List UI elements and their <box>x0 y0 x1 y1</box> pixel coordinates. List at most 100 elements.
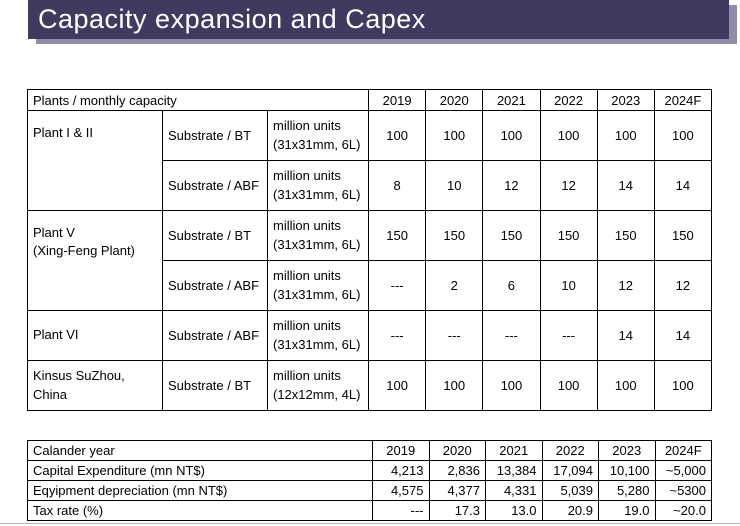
year-header-2020: 2020 <box>425 89 484 111</box>
value-cell: 100 <box>596 360 655 411</box>
unit-cell: million units (31x31mm, 6L) <box>266 260 370 311</box>
value-cell: 100 <box>425 360 484 411</box>
value-cell: 150 <box>653 210 713 261</box>
value-cell: 10 <box>425 160 484 211</box>
value-cell: 2 <box>425 260 484 311</box>
value-cell: 12 <box>482 160 541 211</box>
financial-value-cell: 13.0 <box>485 500 543 521</box>
capacity-row: Plant VI Substrate / ABF million units (… <box>27 310 713 361</box>
financial-value-cell: 5,039 <box>541 480 599 501</box>
fin-year-2020: 2020 <box>428 440 486 461</box>
financial-value-cell: ~5300 <box>654 480 712 501</box>
fin-year-2024f: 2024F <box>654 440 712 461</box>
capacity-row: Substrate / ABF million units (31x31mm, … <box>28 260 713 311</box>
value-cell: 100 <box>539 110 598 161</box>
unit-cell: million units (31x31mm, 6L) <box>266 110 370 161</box>
financial-value-cell: ~5,000 <box>654 460 712 481</box>
value-cell: --- <box>368 260 427 311</box>
financial-header-label: Calander year <box>27 440 373 461</box>
financial-value-cell: 20.9 <box>541 500 599 521</box>
value-cell: 14 <box>596 310 655 361</box>
financial-value-cell: 4,331 <box>485 480 543 501</box>
value-cell: --- <box>425 310 484 361</box>
year-header-2023: 2023 <box>596 89 655 111</box>
financial-value-cell: ~20.0 <box>654 500 712 521</box>
unit-cell: million units (12x12mm, 4L) <box>266 360 370 411</box>
unit-cell: million units (31x31mm, 6L) <box>266 210 370 261</box>
year-header-2019: 2019 <box>368 89 427 111</box>
value-cell: 100 <box>425 110 484 161</box>
fin-year-2019: 2019 <box>372 440 430 461</box>
value-cell: --- <box>482 310 541 361</box>
value-cell: 150 <box>539 210 598 261</box>
capacity-row: Plant V (Xing-Feng Plant) Substrate / BT… <box>27 210 713 311</box>
value-cell: 6 <box>482 260 541 311</box>
financial-value-cell: 17.3 <box>428 500 486 521</box>
financial-row: Eqyipment depreciation (mn NT$) 4,575 4,… <box>27 480 712 501</box>
year-header-2024f: 2024F <box>653 89 713 111</box>
unit-cell: million units (31x31mm, 6L) <box>266 160 370 211</box>
plant-name-cell: Plant I & II <box>27 110 163 211</box>
financial-value-cell: --- <box>372 500 430 521</box>
substrate-type-cell: Substrate / BT <box>162 360 268 411</box>
financial-row: Capital Expenditure (mn NT$) 4,213 2,836… <box>27 460 712 481</box>
financial-value-cell: 2,836 <box>428 460 486 481</box>
value-cell: 100 <box>482 360 541 411</box>
capacity-header-row: Plants / monthly capacity 2019 2020 2021… <box>26 89 713 111</box>
value-cell: 100 <box>368 110 427 161</box>
financial-value-cell: 5,280 <box>598 480 656 501</box>
financial-row-label: Capital Expenditure (mn NT$) <box>27 460 373 481</box>
substrate-type-cell: Substrate / ABF <box>162 310 268 361</box>
financial-value-cell: 13,384 <box>485 460 543 481</box>
capacity-row: Plant I & II Substrate / BT million unit… <box>27 110 713 211</box>
year-header-2021: 2021 <box>482 89 541 111</box>
plant-name-cell: Kinsus SuZhou, China <box>27 360 163 411</box>
financial-value-cell: 4,575 <box>372 480 430 501</box>
financial-row-label: Tax rate (%) <box>27 500 373 521</box>
plant-name-cell: Plant VI <box>27 310 163 361</box>
substrate-type-cell: Substrate / ABF <box>162 260 268 311</box>
capacity-row: Substrate / ABF million units (31x31mm, … <box>28 160 713 211</box>
substrate-type-cell: Substrate / BT <box>162 210 268 261</box>
value-cell: 150 <box>368 210 427 261</box>
value-cell: 14 <box>653 310 713 361</box>
value-cell: 10 <box>539 260 598 311</box>
value-cell: 100 <box>539 360 598 411</box>
value-cell: 100 <box>596 110 655 161</box>
value-cell: 100 <box>653 360 713 411</box>
page-title: Capacity expansion and Capex <box>38 4 426 34</box>
value-cell: 100 <box>482 110 541 161</box>
value-cell: 14 <box>596 160 655 211</box>
value-cell: 100 <box>653 110 713 161</box>
financial-value-cell: 4,213 <box>372 460 430 481</box>
capacity-table: Plants / monthly capacity 2019 2020 2021… <box>26 89 713 411</box>
year-header-2022: 2022 <box>539 89 598 111</box>
financial-value-cell: 17,094 <box>541 460 599 481</box>
substrate-type-cell: Substrate / ABF <box>162 160 268 211</box>
value-cell: --- <box>368 310 427 361</box>
title-bar: Capacity expansion and Capex <box>28 0 729 39</box>
value-cell: 150 <box>482 210 541 261</box>
financial-header-row: Calander year 2019 2020 2021 2022 2023 2… <box>27 440 712 461</box>
capacity-row: Kinsus SuZhou, China Substrate / BT mill… <box>27 360 713 411</box>
financial-row-label: Eqyipment depreciation (mn NT$) <box>27 480 373 501</box>
value-cell: 8 <box>368 160 427 211</box>
plant-name-cell: Plant V (Xing-Feng Plant) <box>27 210 163 311</box>
substrate-type-cell: Substrate / BT <box>162 110 268 161</box>
financial-table: Calander year 2019 2020 2021 2022 2023 2… <box>27 440 712 521</box>
fin-year-2021: 2021 <box>485 440 543 461</box>
value-cell: 14 <box>653 160 713 211</box>
fin-year-2023: 2023 <box>598 440 656 461</box>
financial-row: Tax rate (%) --- 17.3 13.0 20.9 19.0 ~20… <box>27 500 712 521</box>
financial-value-cell: 10,100 <box>598 460 656 481</box>
financial-value-cell: 4,377 <box>428 480 486 501</box>
bottom-divider <box>0 523 740 524</box>
value-cell: 12 <box>596 260 655 311</box>
value-cell: 150 <box>425 210 484 261</box>
value-cell: --- <box>539 310 598 361</box>
value-cell: 12 <box>539 160 598 211</box>
fin-year-2022: 2022 <box>541 440 599 461</box>
financial-value-cell: 19.0 <box>598 500 656 521</box>
value-cell: 150 <box>596 210 655 261</box>
